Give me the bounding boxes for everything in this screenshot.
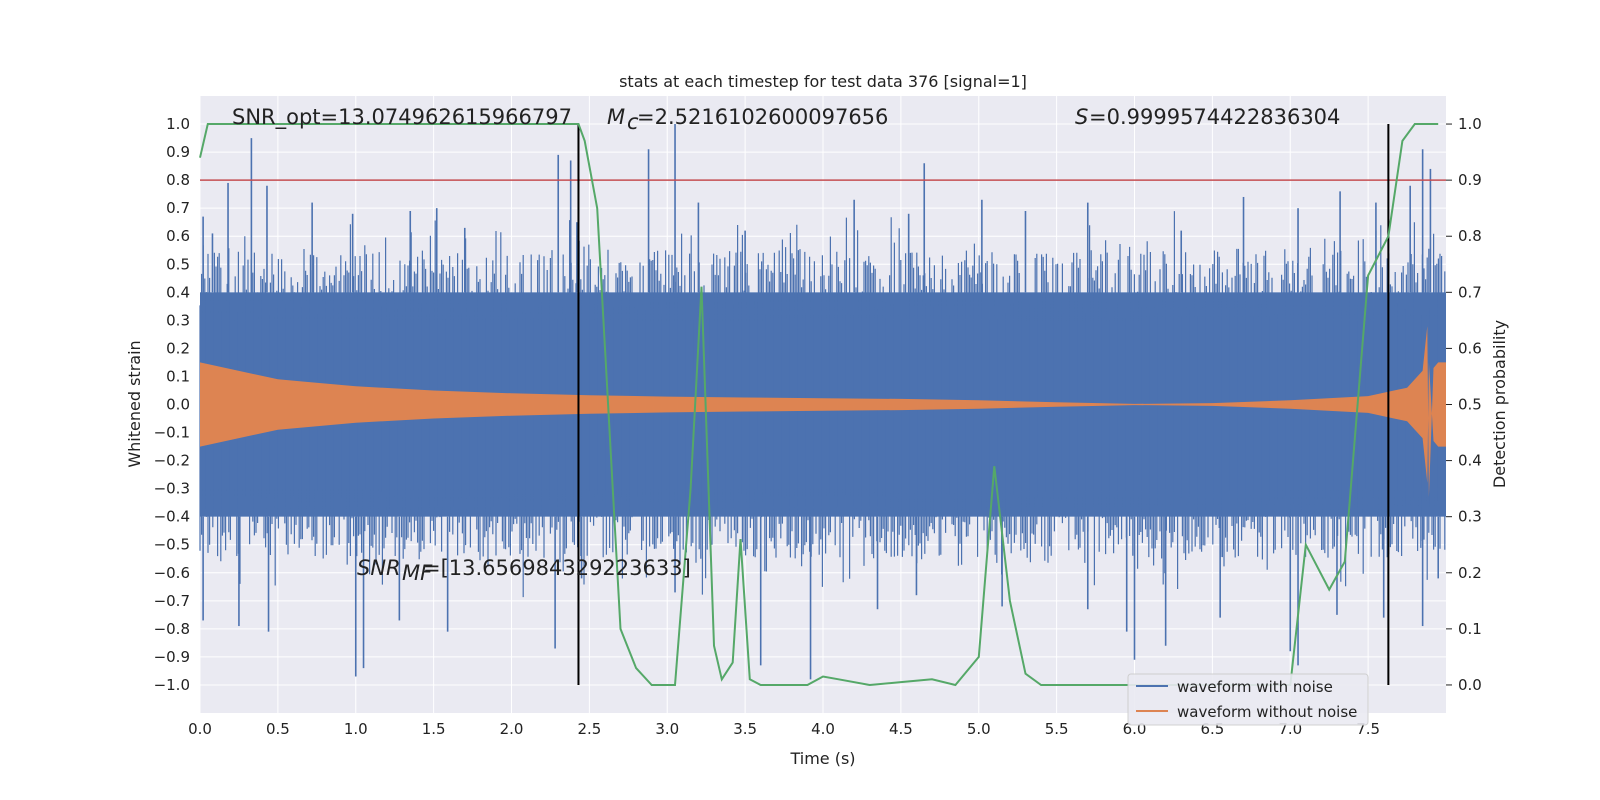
clean-waveform-layer <box>200 326 1446 498</box>
y-tick-label-19: −0.9 <box>154 648 190 666</box>
y-tick-label-3: 0.7 <box>166 199 190 217</box>
legend-label-clean: waveform without noise <box>1177 703 1357 721</box>
y2-tick-label-5: 0.5 <box>1458 396 1482 414</box>
y2-tick-label-4: 0.6 <box>1458 339 1482 357</box>
y-tick-label-16: −0.6 <box>154 564 190 582</box>
annotation-s-symbol: S <box>1075 105 1088 129</box>
x-tick-label-4: 2.0 <box>500 720 524 738</box>
x-tick-label-3: 1.5 <box>422 720 446 738</box>
annotation-mc-symbol: M <box>607 105 625 129</box>
y-tick-label-8: 0.2 <box>166 339 190 357</box>
y-tick-label-9: 0.1 <box>166 367 190 385</box>
x-tick-label-8: 4.0 <box>811 720 835 738</box>
y-tick-label-20: −1.0 <box>154 676 190 694</box>
y-tick-label-15: −0.5 <box>154 536 190 554</box>
annotation-s: =0.9999574422836304 <box>1089 105 1340 129</box>
annotation-snr-mf-subscript: MF <box>402 561 433 585</box>
y2-tick-label-7: 0.3 <box>1458 508 1482 526</box>
y-tick-label-1: 0.9 <box>166 143 190 161</box>
y-tick-label-18: −0.8 <box>154 620 190 638</box>
y-tick-label-17: −0.7 <box>154 592 190 610</box>
legend: waveform with noise waveform without noi… <box>1127 673 1369 726</box>
y-tick-label-10: 0.0 <box>166 396 190 414</box>
y2-tick-label-10: 0.0 <box>1458 676 1482 694</box>
y2-tick-label-1: 0.9 <box>1458 171 1482 189</box>
x-tick-label-7: 3.5 <box>733 720 757 738</box>
y-tick-label-14: −0.4 <box>154 508 190 526</box>
y-axis-label: Whitened strain <box>125 340 144 467</box>
ticks-layer: 0.0 0.5 1.0 1.5 2.0 2.5 3.0 3.5 4.0 4.5 5.0 5.5 6.0 6… <box>154 115 1482 738</box>
y-tick-label-0: 1.0 <box>166 115 190 133</box>
y-tick-label-7: 0.3 <box>166 311 190 329</box>
x-tick-label-10: 5.0 <box>967 720 991 738</box>
markers-layer <box>200 124 1446 685</box>
annotation-snr-mf-symbol: SNR <box>357 556 401 580</box>
x-tick-label-1: 0.5 <box>266 720 290 738</box>
y2-tick-label-3: 0.7 <box>1458 283 1482 301</box>
legend-box <box>1127 673 1369 726</box>
y-tick-label-4: 0.6 <box>166 227 190 245</box>
x-tick-label-0: 0.0 <box>188 720 212 738</box>
clean-waveform-envelope <box>200 326 1446 498</box>
annotation-snr-mf: =[13.656984329223633] <box>423 556 691 580</box>
y2-tick-label-9: 0.1 <box>1458 620 1482 638</box>
y2-tick-label-8: 0.2 <box>1458 564 1482 582</box>
y2-tick-label-2: 0.8 <box>1458 227 1482 245</box>
probability-line <box>199 123 1439 687</box>
y-tick-label-12: −0.2 <box>154 452 190 470</box>
annotation-snr-opt: SNR_opt=13.074962615966797 <box>232 105 572 130</box>
legend-label-noise: waveform with noise <box>1177 678 1333 696</box>
x-tick-label-9: 4.5 <box>889 720 913 738</box>
probability-layer <box>199 123 1439 687</box>
y-tick-label-6: 0.4 <box>166 283 190 301</box>
x-axis-label: Time (s) <box>789 749 855 768</box>
y-tick-label-13: −0.3 <box>154 480 190 498</box>
y-tick-label-5: 0.5 <box>166 255 190 273</box>
annotation-mc: =2.5216102600097656 <box>637 105 888 129</box>
y-tick-label-2: 0.8 <box>166 171 190 189</box>
x-tick-label-11: 5.5 <box>1045 720 1069 738</box>
y2-tick-label-6: 0.4 <box>1458 452 1482 470</box>
x-tick-label-2: 1.0 <box>344 720 368 738</box>
x-tick-label-6: 3.0 <box>655 720 679 738</box>
x-tick-label-5: 2.5 <box>577 720 601 738</box>
y-tick-label-11: −0.1 <box>154 424 190 442</box>
annotation-mc-subscript: c <box>627 110 639 134</box>
y2-axis-label: Detection probability <box>1490 320 1509 488</box>
y2-tick-label-0: 1.0 <box>1458 115 1482 133</box>
chart-title: stats at each timestep for test data 376… <box>619 72 1027 91</box>
